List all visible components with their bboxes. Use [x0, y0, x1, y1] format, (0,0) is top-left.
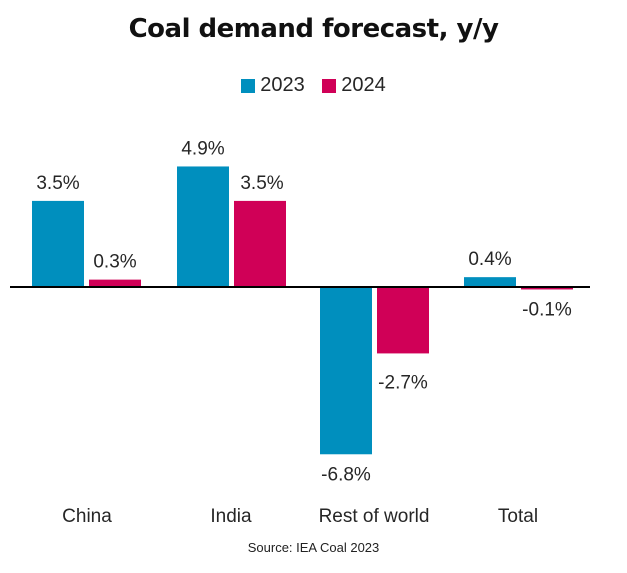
bar-total-2023: [464, 277, 516, 287]
data-label-india-2024: 3.5%: [240, 173, 283, 194]
legend-item-2023: 2023: [241, 74, 305, 97]
legend-item-2024: 2024: [322, 74, 386, 97]
data-label-rest-of-world-2023: -6.8%: [321, 464, 371, 485]
data-label-china-2023: 3.5%: [36, 173, 79, 194]
chart-title: Coal demand forecast, y/y: [128, 14, 499, 44]
category-label-total: Total: [498, 506, 538, 527]
legend-label-2024: 2024: [341, 74, 386, 96]
bar-total-2024: [521, 287, 573, 290]
bar-rest-of-world-2023: [320, 287, 372, 455]
category-label-china: China: [62, 506, 112, 527]
data-label-total-2023: 0.4%: [468, 249, 511, 270]
bar-india-2024: [234, 200, 286, 287]
legend-label-2023: 2023: [260, 74, 305, 96]
bar-china-2024: [89, 279, 141, 287]
data-label-india-2023: 4.9%: [181, 138, 224, 159]
category-label-rest-of-world: Rest of world: [319, 506, 430, 527]
legend-swatch-2023: [241, 78, 256, 93]
category-label-india: India: [210, 506, 252, 527]
source-note: Source: IEA Coal 2023: [247, 540, 380, 555]
bar-india-2023: [177, 166, 229, 287]
legend-swatch-2024: [322, 78, 337, 93]
data-label-rest-of-world-2024: -2.7%: [378, 372, 428, 393]
legend: 2023 2024: [0, 74, 627, 99]
bar-rest-of-world-2024: [377, 287, 429, 354]
data-label-total-2024: -0.1%: [522, 299, 572, 320]
bar-china-2023: [32, 200, 84, 287]
data-label-china-2024: 0.3%: [93, 252, 136, 273]
